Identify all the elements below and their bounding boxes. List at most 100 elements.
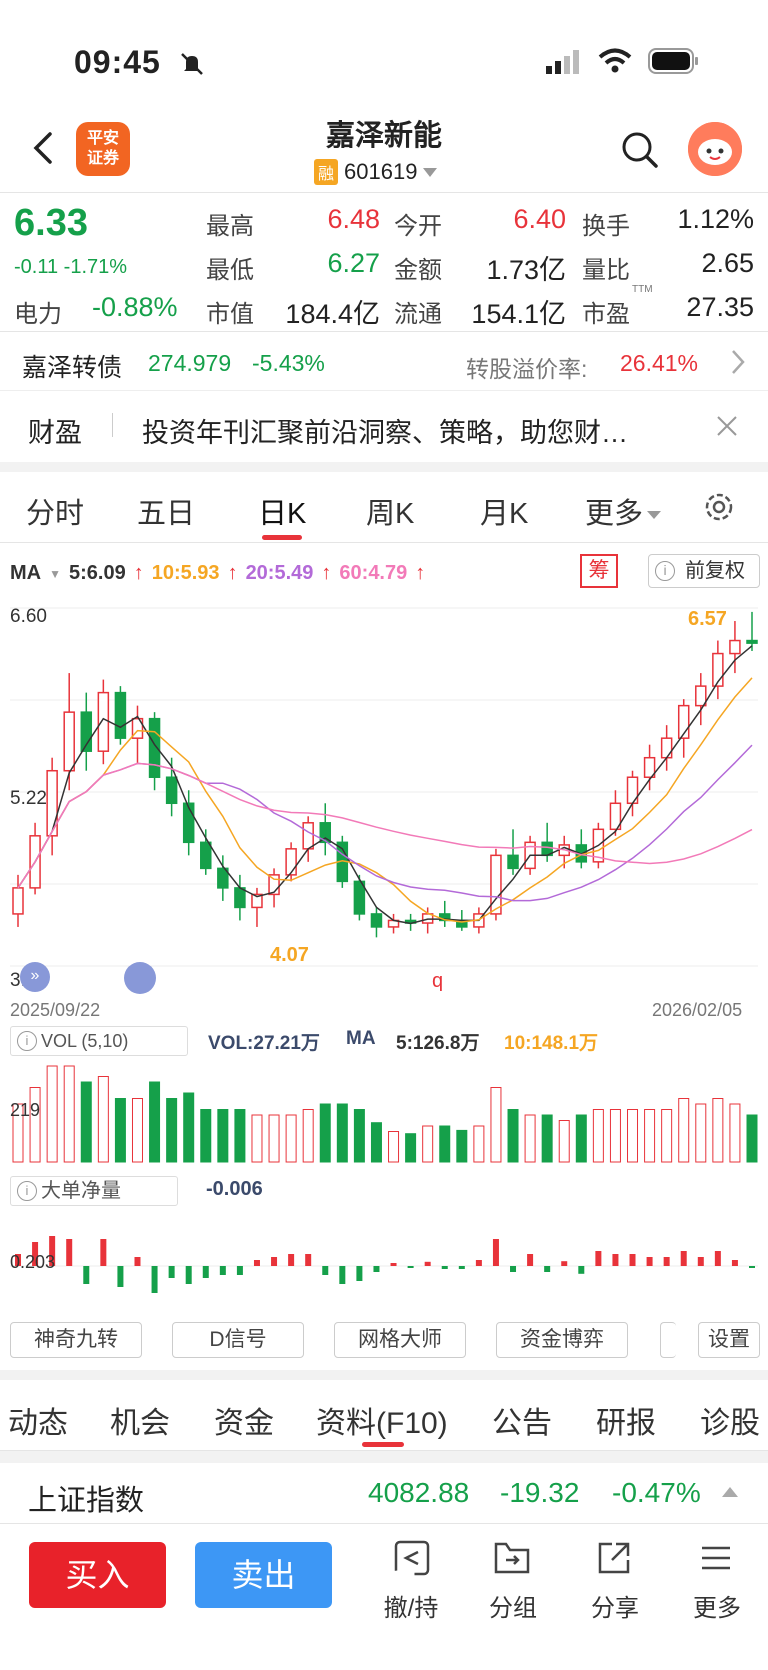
volume-bar — [251, 1114, 263, 1163]
ma20-line — [17, 744, 753, 902]
buy-button[interactable]: 买入 — [29, 1542, 166, 1608]
tab-opportunity[interactable]: 机会 — [110, 1407, 170, 1440]
candle — [29, 822, 41, 895]
tab-research[interactable]: 研报 — [596, 1407, 656, 1440]
big-order-selector[interactable]: i 大单净量 — [10, 1176, 178, 1206]
bond-change: -5.43% — [252, 350, 325, 376]
stock-code-selector[interactable]: 融 601619 — [314, 159, 438, 185]
stock-title[interactable]: 嘉泽新能 — [325, 120, 442, 152]
volume-bar — [12, 1103, 24, 1163]
promo-banner[interactable]: 财盈 投资年刊汇聚前沿洞察、策略，助您财… — [0, 390, 768, 462]
menu-icon — [702, 1546, 730, 1570]
net-bar — [253, 1260, 260, 1266]
net-bar — [663, 1257, 670, 1266]
volume-bar — [644, 1109, 656, 1163]
net-bar — [492, 1239, 499, 1266]
close-icon[interactable] — [716, 415, 738, 442]
info-icon: i — [17, 1181, 37, 1201]
volume-bar — [405, 1133, 417, 1163]
net-bar — [544, 1266, 551, 1272]
indicator-partial-button[interactable] — [660, 1322, 676, 1358]
up-arrow-icon: ↑ — [227, 562, 238, 584]
stock-code: 601619 — [344, 159, 418, 184]
candle — [660, 725, 673, 771]
tab-f10[interactable]: 资料(F10) — [316, 1407, 448, 1440]
vol-indicator-selector[interactable]: i VOL (5,10) — [10, 1026, 188, 1056]
tab-more[interactable]: 更多 — [585, 490, 662, 532]
folder-icon — [494, 1542, 530, 1574]
tab-monthly-k[interactable]: 月K — [480, 498, 529, 530]
tab-announcements[interactable]: 公告 — [492, 1407, 552, 1440]
x-end-date: 2026/02/05 — [652, 1000, 743, 1020]
cancel-order-icon — [394, 1540, 430, 1576]
candle — [353, 874, 366, 921]
volume-bar — [353, 1109, 365, 1163]
last-price: 6.33 — [14, 202, 88, 244]
info-icon: i — [655, 561, 675, 581]
indicator-d-signal-button[interactable]: D信号 — [172, 1322, 304, 1358]
tab-intraday[interactable]: 分时 — [26, 498, 85, 530]
chevron-down-icon — [423, 167, 438, 177]
volume-bar — [712, 1098, 724, 1163]
net-bar — [731, 1260, 738, 1266]
index-ticker[interactable]: 上证指数 4082.88 -19.32 -0.47% — [0, 1463, 768, 1523]
sector-change: -0.88% — [92, 292, 178, 322]
premium-value: 26.41% — [620, 350, 699, 376]
candlestick-chart[interactable] — [0, 600, 768, 1000]
indicator-nine-turn-button[interactable]: 神奇九转 — [10, 1322, 142, 1358]
candle — [63, 673, 75, 791]
tab-diagnosis[interactable]: 诊股 — [700, 1407, 760, 1440]
indicator-fund-game-button[interactable]: 资金博弈 — [496, 1322, 628, 1358]
avatar[interactable] — [688, 122, 742, 176]
volume-bar — [80, 1081, 92, 1163]
candle — [148, 712, 161, 791]
candle — [712, 640, 724, 700]
volume-bar — [200, 1109, 212, 1163]
chip-button[interactable]: 筹 — [580, 554, 618, 588]
volume-bar — [422, 1125, 434, 1163]
sell-button[interactable]: 卖出 — [195, 1542, 332, 1608]
volume-bar — [268, 1114, 280, 1163]
volume-bar — [302, 1109, 314, 1163]
up-arrow-icon: ↑ — [415, 562, 426, 584]
bond-row[interactable]: 嘉泽转债 274.979 -5.43% 转股溢价率: 26.41% — [0, 332, 768, 390]
more-label: 更多 — [693, 1595, 741, 1622]
tab-news[interactable]: 动态 — [8, 1407, 68, 1440]
adjust-selector[interactable]: i 前复权 — [648, 554, 760, 588]
search-icon[interactable] — [620, 130, 660, 175]
tab-daily-k[interactable]: 日K — [258, 498, 307, 530]
indicator-settings-button[interactable]: 设置 — [698, 1322, 760, 1358]
tab-5day[interactable]: 五日 — [137, 498, 196, 530]
volume-bar — [46, 1065, 58, 1163]
turnover-value: 1.12% — [677, 204, 754, 234]
net-bar — [561, 1261, 568, 1266]
net-bar — [646, 1257, 653, 1266]
ma-legend[interactable]: MA ▼ 5:6.09 ↑ 10:5.93 ↑ 20:5.49 ↑ 60:4.79 ↑ — [10, 562, 425, 585]
net-bar — [271, 1257, 278, 1266]
net-bar — [612, 1254, 619, 1266]
battery-icon — [648, 48, 700, 79]
high-label: 最高 — [206, 213, 254, 240]
scroll-left-icon[interactable]: » — [20, 962, 50, 992]
active-tab-indicator — [262, 535, 302, 540]
candle — [677, 699, 690, 758]
fullscreen-icon[interactable] — [124, 962, 156, 994]
vol-value: VOL:27.21万 — [208, 1033, 320, 1054]
net-bar — [356, 1266, 363, 1281]
vol-label: VOL (5,10) — [41, 1031, 129, 1051]
volume-bar — [524, 1114, 536, 1163]
back-button[interactable] — [28, 128, 64, 172]
volume-bar — [319, 1103, 331, 1163]
candle — [217, 855, 229, 901]
banner-text: 投资年刊汇聚前沿洞察、策略，助您财… — [142, 418, 628, 448]
ma5-line — [17, 645, 753, 925]
tab-weekly-k[interactable]: 周K — [366, 498, 415, 530]
settings-gear-icon[interactable] — [702, 490, 736, 529]
net-bar — [578, 1266, 585, 1274]
section-gap — [0, 1370, 768, 1380]
net-bar — [527, 1254, 534, 1266]
candle — [609, 790, 622, 836]
indicator-grid-master-button[interactable]: 网格大师 — [334, 1322, 466, 1358]
candle — [370, 907, 383, 938]
tab-funds[interactable]: 资金 — [214, 1407, 274, 1440]
